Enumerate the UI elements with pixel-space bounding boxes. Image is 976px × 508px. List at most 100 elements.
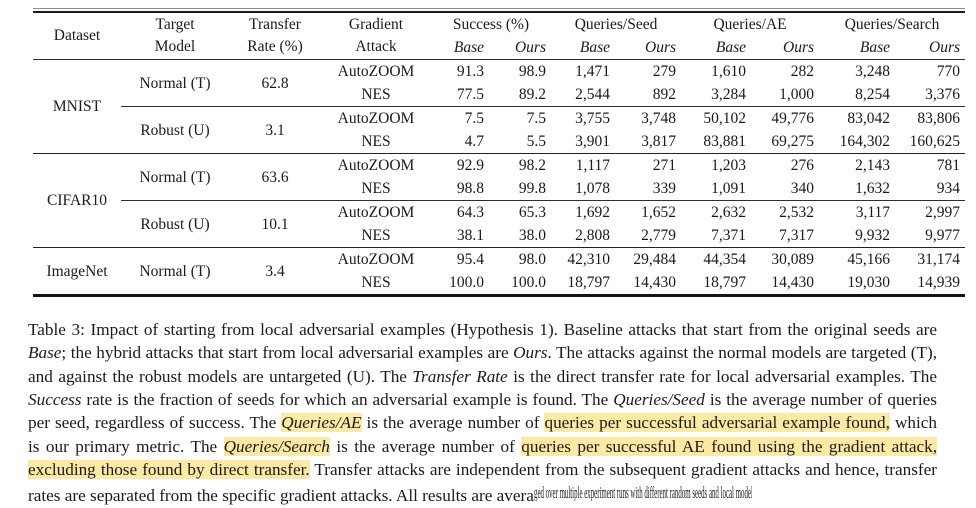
col-header-3: Gradient Attack <box>321 12 431 60</box>
table-row: NES 77.5 89.2 2,544 892 3,284 1,000 8,254 3,376 <box>33 83 965 107</box>
cell-value: 30,089 <box>751 247 820 271</box>
cell-value: 2,532 <box>751 200 820 224</box>
cell-value: 14,430 <box>771 274 815 291</box>
cell-value: 83,881 <box>703 133 747 150</box>
cell-value: 65.3 <box>489 200 551 224</box>
cell-gradient-attack: AutoZOOM <box>321 200 431 224</box>
table-row: Robust (U) 3.1 AutoZOOM 7.5 7.5 3,755 3,748 50,… <box>33 106 966 154</box>
cell-value: 1,117 <box>551 153 615 177</box>
cell-value: 83,042 <box>819 106 896 130</box>
col-header-1: Target Model <box>121 12 229 60</box>
cell-value: 7,317 <box>779 227 815 244</box>
cell-gradient-attack: NES <box>361 274 391 291</box>
cell-value: 1,471 <box>575 63 610 80</box>
cell-value: 44,354 <box>681 247 752 271</box>
cell-value: 934 <box>936 180 961 197</box>
cell-value: 29,484 <box>615 247 682 271</box>
group-header-5: Queries/Seed <box>574 16 658 33</box>
cell-value: 9,977 <box>925 227 961 244</box>
sub-header-6-1: Ours <box>751 36 820 60</box>
cell-value: 160,625 <box>909 133 961 150</box>
cell-value: 89.2 <box>518 86 546 103</box>
group-header-4: Success (%) <box>452 16 530 33</box>
cell-value: 340 <box>790 180 815 197</box>
cell-value: 892 <box>652 86 677 103</box>
cell-value: 279 <box>652 63 677 80</box>
cell-value: 9,932 <box>855 227 891 244</box>
cell-value: 100.0 <box>449 274 484 291</box>
table-row: MNIST Normal (T) 62.8 AutoZOOM 91.3 98.9 1,471… <box>33 60 965 115</box>
cell-value: 1,610 <box>711 63 747 80</box>
table-row: NES 100.0 100.0 18,797 14,430 18,797 14,430 19,… <box>33 271 965 296</box>
caption-segment: is the average number of <box>361 413 545 433</box>
cell-value: 18,797 <box>703 274 747 291</box>
cell-value: 7.5 <box>489 106 551 130</box>
sub-header-7-1: Ours <box>895 36 966 60</box>
cell-value: 64.3 <box>431 200 489 224</box>
cell-value: 77.5 <box>456 86 484 103</box>
cell-value: 83,806 <box>895 106 966 130</box>
cell-value: 2,143 <box>819 153 896 177</box>
cell-value: 3,755 <box>551 106 615 130</box>
caption-segment: Ours <box>513 343 548 363</box>
table-row: NES 38.1 38.0 2,808 2,779 7,371 7,317 9,932 9,97… <box>33 224 965 248</box>
cell-gradient-attack: AutoZOOM <box>337 63 415 80</box>
cell-value: 38.1 <box>456 227 484 244</box>
cell-value: 2,544 <box>575 86 610 103</box>
cell-transfer-rate: 62.8 <box>261 74 289 92</box>
caption-garbled-tail: ged over multiple experiment runs with d… <box>533 483 752 502</box>
caption-segment: Success <box>28 390 82 410</box>
caption-segment: Base <box>28 343 62 363</box>
cell-gradient-attack: NES <box>361 86 391 103</box>
cell-value: 5.5 <box>526 133 546 150</box>
table-row: CIFAR10 Normal (T) 63.6 AutoZOOM 92.9 98.2 1,1… <box>33 153 966 248</box>
cell-value: 164,302 <box>839 133 891 150</box>
cell-gradient-attack: NES <box>361 180 391 197</box>
cell-value: 1,091 <box>711 180 747 197</box>
cell-gradient-attack: AutoZOOM <box>321 247 431 271</box>
cell-value: 276 <box>751 153 820 177</box>
cell-value: 95.4 <box>431 247 489 271</box>
cell-value: 781 <box>895 153 966 177</box>
cell-gradient-attack: NES <box>361 227 391 244</box>
cell-value: 14,939 <box>917 274 961 291</box>
caption-segment: Queries/Seed <box>613 390 705 410</box>
cell-value: 45,166 <box>819 247 896 271</box>
cell-value: 69,275 <box>771 133 815 150</box>
cell-value: 2,997 <box>895 200 966 224</box>
cell-value: 1,000 <box>779 86 815 103</box>
cell-dataset: MNIST <box>52 98 102 115</box>
cell-value: 2,779 <box>641 227 677 244</box>
cell-value: 98.8 <box>456 180 484 197</box>
cell-value: 271 <box>615 153 682 177</box>
cell-transfer-rate: 3.1 <box>229 106 321 154</box>
cell-target-model: Robust (U) <box>121 106 229 154</box>
cell-value: 98.2 <box>489 153 551 177</box>
table-row: NES 4.7 5.5 3,901 3,817 83,881 69,275 164,302 16… <box>33 130 965 154</box>
col-header-2: Transfer Rate (%) <box>229 12 321 60</box>
caption-segment: Table 3: Impact of starting from local a… <box>28 320 937 340</box>
cell-value: 3,284 <box>711 86 747 103</box>
cell-target-model: Normal (T) <box>121 247 229 296</box>
cell-value: 92.9 <box>431 153 489 177</box>
caption-segment: is the average number of <box>329 436 522 456</box>
cell-value: 3,901 <box>575 133 610 150</box>
caption-highlight: Queries/Search <box>223 436 330 456</box>
caption-segment: is the average number of queries per see… <box>28 390 937 433</box>
caption-highlight: Queries/AE <box>281 413 362 433</box>
caption-segment: is the direct transfer rate for local ad… <box>507 366 938 386</box>
cell-value: 3,748 <box>615 106 682 130</box>
paper-page: Dataset Target Model Transfer Rate (%) Grad… <box>28 8 966 506</box>
cell-value: 100.0 <box>511 274 546 291</box>
cell-target-model: Robust (U) <box>121 200 229 248</box>
sub-header-7-0: Base <box>819 36 896 60</box>
table-caption: Table 3: Impact of starting from local a… <box>28 318 937 507</box>
cell-value: 50,102 <box>681 106 752 130</box>
table-header: Dataset Target Model Transfer Rate (%) Grad… <box>33 12 966 60</box>
cell-value: 1,078 <box>575 180 610 197</box>
table-row: NES 98.8 99.8 1,078 339 1,091 340 1,632 934 <box>33 177 965 201</box>
cell-value: 3,248 <box>855 63 891 80</box>
group-header-6: Queries/AE <box>713 16 787 33</box>
caption-segment: Transfer Rate <box>412 366 508 386</box>
cell-value: 38.0 <box>518 227 546 244</box>
